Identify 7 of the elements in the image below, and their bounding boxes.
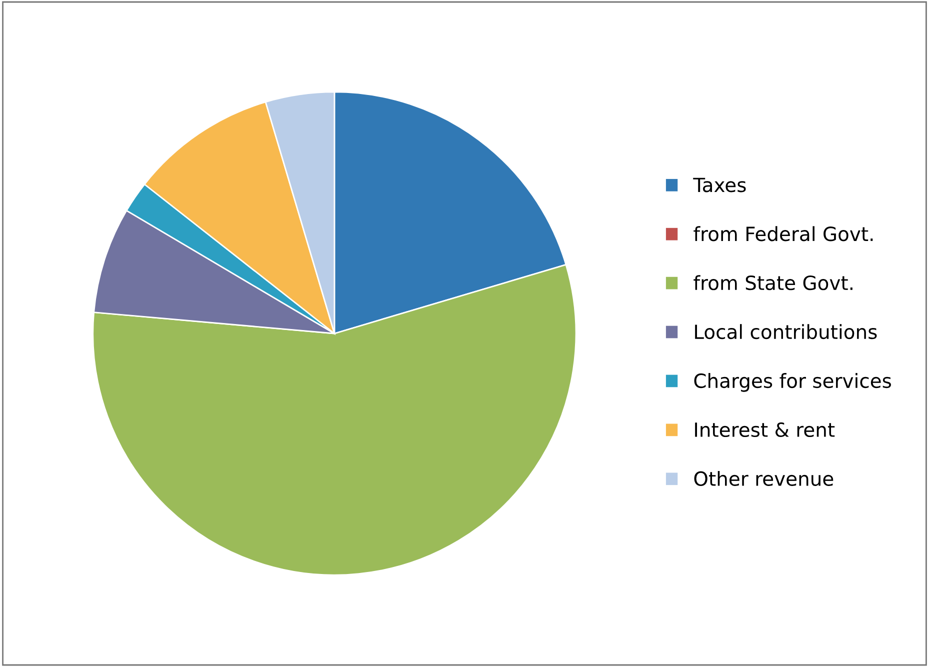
legend-label: Local contributions [695, 324, 877, 340]
legend-label: Other revenue [694, 470, 834, 486]
legend-label: from Federal Govt. [694, 226, 873, 242]
legend-label: from State Govt. [694, 275, 852, 290]
legend-label: Taxes [693, 178, 746, 192]
legend-label: Interest & rent [695, 422, 835, 438]
legend-label: Charges for services [694, 373, 891, 392]
